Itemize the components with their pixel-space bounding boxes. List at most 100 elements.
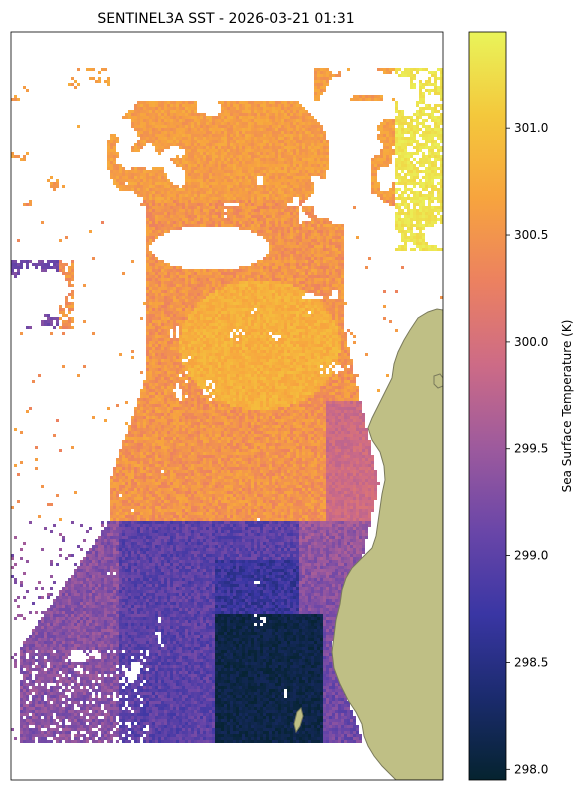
sst-pixel-run (410, 167, 413, 170)
sst-pixel-run (239, 317, 242, 320)
sst-pixel-run (320, 281, 323, 284)
sst-pixel-run (197, 173, 200, 176)
sst-pixel-run (254, 221, 257, 224)
sst-pixel-run (113, 143, 116, 146)
sst-pixel-run (284, 254, 287, 257)
sst-pixel-run (149, 182, 152, 185)
sst-pixel-run (155, 170, 158, 173)
sst-pixel-run (242, 185, 245, 188)
sst-pixel-run (314, 251, 317, 254)
sst-pixel-run (263, 287, 266, 290)
sst-pixel-run (392, 152, 395, 155)
sst-pixel-run (158, 119, 161, 122)
sst-pixel-run (272, 308, 275, 311)
sst-pixel-run (422, 206, 425, 209)
sst-pixel-run (332, 284, 335, 287)
sst-pixel-run (410, 86, 413, 89)
sst-pixel-run (287, 197, 290, 200)
sst-pixel-run (146, 215, 149, 218)
sst-pixel-run (320, 170, 323, 173)
sst-pixel-run (341, 236, 344, 239)
sst-pixel-run (290, 206, 293, 209)
sst-pixel-run (416, 203, 419, 206)
sst-pixel-run (416, 215, 419, 218)
sst-pixel-run (227, 158, 230, 161)
sst-pixel-run (416, 245, 419, 248)
sst-pixel-run (173, 227, 176, 230)
sst-pixel-run (365, 266, 368, 269)
sst-pixel-run (155, 281, 158, 284)
sst-pixel-run (266, 305, 269, 308)
sst-pixel-run (110, 152, 113, 155)
sst-pixel-run (146, 281, 149, 284)
sst-pixel-run (224, 161, 227, 164)
sst-pixel-run (266, 269, 269, 272)
sst-pixel-run (140, 317, 143, 320)
sst-pixel-run (290, 308, 293, 311)
sst-pixel-run (146, 257, 149, 260)
sst-pixel-run (164, 191, 167, 194)
sst-pixel-run (275, 311, 278, 314)
sst-pixel-run (146, 308, 149, 311)
sst-pixel-run (23, 260, 26, 263)
sst-pixel-run (395, 212, 398, 215)
sst-pixel-run (434, 161, 437, 164)
sst-pixel-run (248, 170, 251, 173)
sst-pixel-run (287, 257, 290, 260)
sst-pixel-run (410, 227, 413, 230)
sst-pixel-run (413, 146, 416, 149)
sst-pixel-run (323, 314, 326, 317)
sst-pixel-run (236, 161, 239, 164)
sst-pixel-run (179, 281, 182, 284)
sst-pixel-run (416, 194, 419, 197)
sst-pixel-run (206, 131, 209, 134)
sst-pixel-run (329, 230, 332, 233)
sst-pixel-run (419, 248, 422, 251)
sst-pixel-run (308, 122, 311, 125)
sst-pixel-run (257, 194, 260, 197)
sst-pixel-run (263, 290, 266, 293)
sst-pixel-run (317, 80, 320, 83)
sst-pixel-run (266, 203, 272, 206)
sst-pixel-run (170, 290, 173, 293)
sst-pixel-run (56, 317, 59, 320)
sst-pixel-run (425, 80, 428, 83)
sst-pixel-run (158, 179, 161, 182)
sst-pixel-run (224, 131, 227, 134)
sst-pixel-run (260, 290, 263, 293)
sst-pixel-run (152, 128, 155, 131)
sst-pixel-run (188, 146, 191, 149)
sst-pixel-run (194, 197, 197, 200)
sst-pixel-run (272, 125, 275, 128)
sst-pixel-run (287, 239, 290, 242)
sst-pixel-run (329, 281, 332, 284)
sst-pixel-run (176, 122, 179, 125)
sst-pixel-run (194, 215, 197, 218)
sst-pixel-run (338, 299, 341, 302)
sst-pixel-run (314, 236, 317, 239)
sst-pixel-run (215, 122, 218, 125)
sst-pixel-run (218, 179, 221, 182)
sst-pixel-run (167, 209, 170, 212)
sst-pixel-run (293, 314, 296, 317)
sst-pixel-run (257, 278, 260, 281)
sst-pixel-run (416, 110, 419, 113)
sst-pixel-run (215, 137, 218, 140)
sst-pixel-run (305, 275, 308, 278)
sst-pixel-run (425, 248, 428, 251)
sst-pixel-run (287, 137, 290, 140)
sst-pixel-run (413, 113, 416, 116)
sst-pixel-run (404, 203, 407, 206)
sst-pixel-run (272, 191, 275, 194)
sst-pixel-run (335, 233, 338, 236)
sst-pixel-run (176, 284, 179, 287)
sst-pixel-run (410, 212, 413, 215)
sst-pixel-run (314, 263, 317, 266)
sst-pixel-run (290, 113, 293, 116)
sst-pixel-run (311, 236, 314, 239)
sst-pixel-run (386, 191, 389, 194)
sst-pixel-run (194, 188, 197, 191)
sst-pixel-run (404, 164, 407, 167)
sst-pixel-run (269, 122, 272, 125)
sst-pixel-run (149, 119, 152, 122)
